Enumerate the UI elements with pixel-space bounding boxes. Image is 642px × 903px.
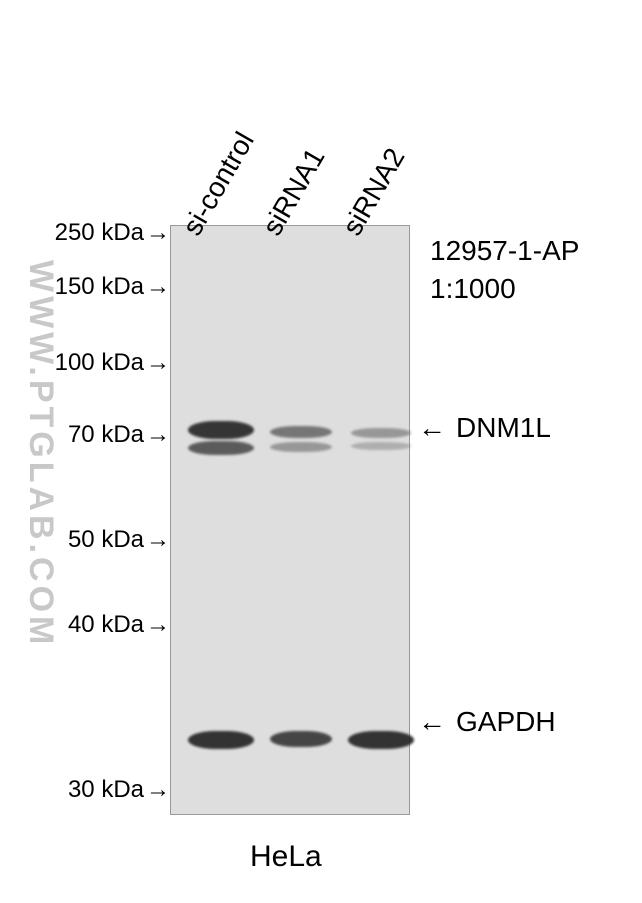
ladder-marker-label: 50 kDa — [68, 526, 144, 554]
arrow-right-icon: → — [146, 778, 170, 802]
ladder-marker-3: 70 kDa→ — [6, 421, 170, 449]
blot-membrane — [170, 225, 410, 815]
protein-band — [270, 442, 332, 452]
protein-band — [188, 421, 254, 439]
arrow-left-icon: ← — [418, 706, 446, 738]
ladder-marker-label: 100 kDa — [55, 349, 144, 377]
arrow-right-icon: → — [146, 423, 170, 447]
protein-band — [270, 731, 332, 747]
arrow-right-icon: → — [146, 528, 170, 552]
ladder-marker-label: 70 kDa — [68, 421, 144, 449]
ladder-marker-0: 250 kDa→ — [6, 219, 170, 247]
protein-band — [188, 441, 254, 455]
arrow-right-icon: → — [146, 613, 170, 637]
ladder-marker-4: 50 kDa→ — [6, 526, 170, 554]
protein-band — [348, 731, 414, 749]
ladder-marker-label: 150 kDa — [55, 273, 144, 301]
protein-band — [188, 731, 254, 749]
band-annotation-dnm1l: ← DNM1L — [418, 412, 551, 444]
western-blot-figure: WWW.PTGLAB.COM si-controlsiRNA1siRNA2 25… — [0, 0, 642, 903]
ladder-marker-label: 40 kDa — [68, 611, 144, 639]
cell-line-label: HeLa — [250, 840, 322, 874]
ladder-marker-5: 40 kDa→ — [6, 611, 170, 639]
ladder-marker-1: 150 kDa→ — [6, 273, 170, 301]
antibody-catalog: 12957-1-AP — [430, 232, 579, 270]
band-annotation-label: DNM1L — [456, 412, 551, 444]
protein-band — [270, 426, 332, 438]
protein-band — [351, 442, 411, 450]
ladder-marker-label: 250 kDa — [55, 219, 144, 247]
antibody-info: 12957-1-AP 1:1000 — [430, 232, 579, 308]
band-annotation-gapdh: ← GAPDH — [418, 706, 556, 738]
ladder-marker-6: 30 kDa→ — [6, 776, 170, 804]
protein-band — [351, 428, 411, 438]
arrow-right-icon: → — [146, 351, 170, 375]
lane-label-0: si-control — [176, 127, 261, 241]
antibody-dilution: 1:1000 — [430, 270, 579, 308]
arrow-right-icon: → — [146, 275, 170, 299]
arrow-left-icon: ← — [418, 412, 446, 444]
arrow-right-icon: → — [146, 221, 170, 245]
ladder-marker-2: 100 kDa→ — [6, 349, 170, 377]
band-annotation-label: GAPDH — [456, 706, 556, 738]
ladder-marker-label: 30 kDa — [68, 776, 144, 804]
watermark-text: WWW.PTGLAB.COM — [21, 260, 60, 648]
